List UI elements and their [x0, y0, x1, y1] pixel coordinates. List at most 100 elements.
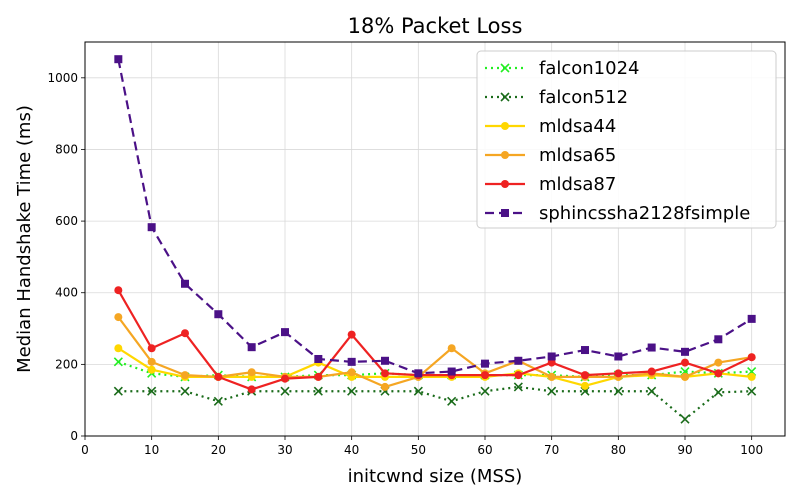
data-point-mldsa87: [514, 371, 523, 380]
data-point-mldsa87: [647, 367, 656, 376]
data-point-mldsa65: [247, 368, 256, 377]
legend-label-falcon1024: falcon1024: [539, 58, 640, 79]
data-point-sphincssha2128fsimple: [314, 354, 323, 363]
y-tick-label: 200: [55, 357, 78, 371]
data-point-falcon512: [680, 414, 690, 424]
data-point-mldsa65: [447, 344, 456, 353]
data-point-sphincssha2128fsimple: [247, 343, 256, 352]
series-mldsa87: [114, 286, 756, 394]
series-mldsa65: [114, 313, 756, 391]
data-point-sphincssha2128fsimple: [547, 352, 556, 361]
y-tick-label: 800: [55, 142, 78, 156]
data-point-mldsa87: [247, 385, 256, 394]
x-tick-label: 20: [211, 443, 226, 457]
series-falcon512: [113, 382, 757, 424]
data-point-falcon512: [480, 386, 490, 396]
legend-label-falcon512: falcon512: [539, 87, 628, 108]
data-point-mldsa87: [547, 358, 556, 367]
data-point-sphincssha2128fsimple: [114, 55, 123, 64]
data-point-sphincssha2128fsimple: [714, 335, 723, 344]
y-tick-label: 1000: [47, 71, 78, 85]
legend: falcon1024 falcon512 mldsa44 mldsa65 mldsa87…: [476, 50, 777, 229]
data-point-sphincssha2128fsimple: [414, 369, 423, 378]
data-point-mldsa87: [114, 286, 123, 295]
legend-label-mldsa44: mldsa44: [539, 116, 616, 137]
legend-marker-mldsa44: [501, 122, 509, 130]
data-point-mldsa65: [547, 372, 556, 381]
data-point-sphincssha2128fsimple: [581, 346, 589, 355]
legend-label-mldsa65: mldsa65: [539, 145, 616, 166]
data-point-mldsa65: [347, 368, 356, 377]
legend-entry-falcon1024: falcon1024: [485, 58, 640, 79]
data-point-sphincssha2128fsimple: [181, 279, 189, 288]
y-tick-label: 600: [55, 214, 78, 228]
data-point-mldsa65: [714, 358, 723, 367]
data-point-falcon512: [280, 386, 290, 396]
data-point-mldsa87: [481, 371, 489, 380]
data-point-mldsa87: [714, 369, 723, 378]
x-tick-label: 0: [81, 443, 89, 457]
data-point-sphincssha2128fsimple: [447, 367, 456, 376]
chart-title: 18% Packet Loss: [348, 14, 523, 38]
y-axis-title: Median Handshake Time (ms): [14, 105, 35, 373]
data-point-falcon512: [747, 386, 757, 396]
legend-entry-mldsa65: mldsa65: [485, 145, 616, 166]
data-point-falcon512: [413, 386, 423, 396]
legend-marker-sphincssha2128fsimple: [501, 209, 509, 217]
legend-box: [476, 50, 777, 229]
x-tick-label: 80: [611, 443, 626, 457]
data-point-sphincssha2128fsimple: [647, 343, 656, 352]
series-layer: [113, 55, 757, 424]
data-point-mldsa65: [181, 371, 189, 380]
data-point-mldsa87: [347, 330, 356, 339]
data-point-falcon512: [147, 386, 157, 396]
data-point-mldsa44: [147, 365, 156, 374]
legend-label-mldsa87: mldsa87: [539, 174, 616, 195]
data-point-falcon512: [213, 396, 223, 406]
x-tick-label: 50: [411, 443, 426, 457]
data-point-mldsa87: [581, 371, 589, 380]
data-point-falcon512: [547, 386, 557, 396]
data-point-mldsa87: [747, 353, 756, 362]
data-point-mldsa87: [314, 372, 323, 381]
data-point-sphincssha2128fsimple: [481, 359, 489, 368]
data-point-falcon512: [647, 386, 657, 396]
data-point-falcon512: [447, 396, 457, 406]
legend-entry-falcon512: falcon512: [485, 87, 628, 108]
data-point-falcon512: [613, 386, 623, 396]
x-tick-label: 10: [144, 443, 159, 457]
data-point-falcon512: [713, 387, 723, 397]
x-tick-label: 100: [740, 443, 763, 457]
data-point-mldsa87: [281, 374, 289, 383]
data-point-sphincssha2128fsimple: [747, 314, 756, 323]
data-point-mldsa87: [181, 329, 189, 338]
series-line-mldsa87: [117, 289, 753, 391]
legend-marker-mldsa65: [501, 151, 509, 159]
data-point-sphincssha2128fsimple: [681, 347, 689, 356]
data-point-sphincssha2128fsimple: [347, 357, 356, 366]
legend-entry-mldsa44: mldsa44: [485, 116, 616, 137]
data-point-mldsa87: [147, 344, 156, 353]
data-point-sphincssha2128fsimple: [614, 352, 623, 361]
x-tick-label: 70: [544, 443, 559, 457]
x-tick-label: 40: [344, 443, 359, 457]
x-tick-label: 60: [477, 443, 492, 457]
data-point-mldsa65: [147, 357, 156, 366]
data-point-mldsa87: [381, 369, 389, 378]
plot-area-frame: [84, 41, 786, 437]
data-point-mldsa44: [581, 381, 589, 390]
y-tick-label: 0: [70, 429, 78, 443]
legend-marker-falcon1024: [500, 63, 510, 73]
series-line-mldsa44: [117, 347, 752, 387]
data-point-sphincssha2128fsimple: [214, 310, 223, 319]
data-point-mldsa65: [381, 382, 389, 391]
data-point-mldsa65: [114, 313, 123, 322]
data-point-falcon512: [513, 382, 523, 392]
data-point-falcon512: [113, 386, 123, 396]
legend-label-sphincssha2128fsimple: sphincssha2128fsimple: [539, 203, 750, 224]
data-point-falcon512: [347, 386, 357, 396]
data-point-mldsa87: [614, 369, 623, 378]
data-point-falcon512: [313, 386, 323, 396]
